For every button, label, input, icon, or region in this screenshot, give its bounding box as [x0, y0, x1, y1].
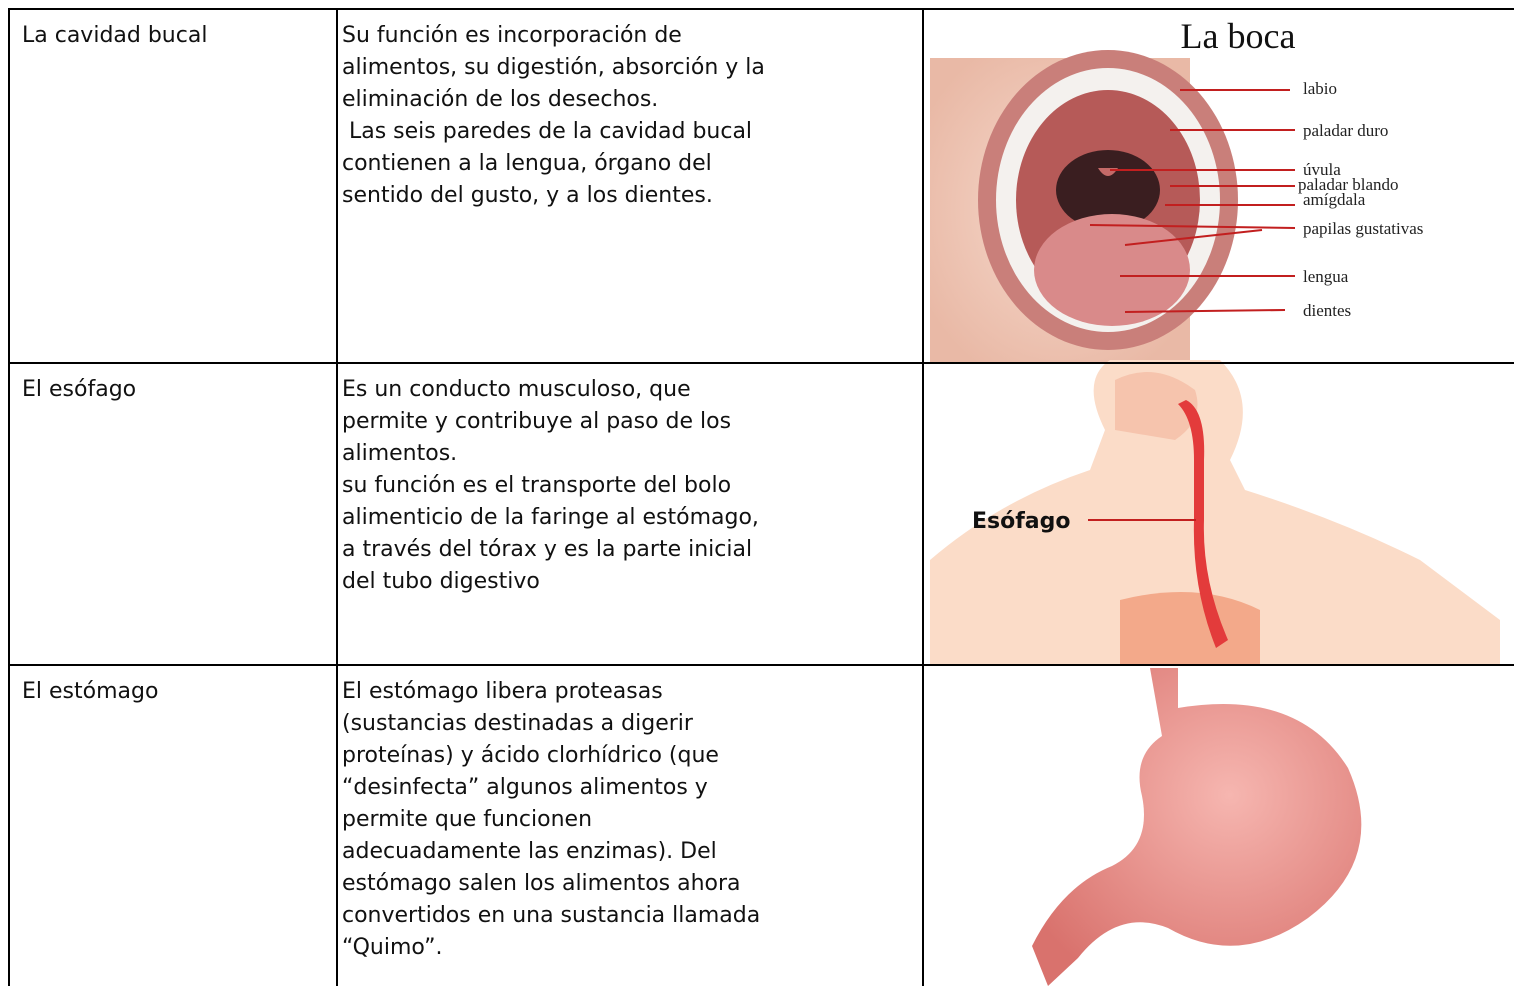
pointer-lines: [1089, 89, 1296, 313]
description-line: alimenticio de la faringe al estómago,: [342, 505, 759, 530]
description-line: (sustancias destinadas a digerir: [342, 711, 693, 736]
description-line: “Quimo”.: [342, 935, 443, 960]
description-line: su función es el transporte del bolo: [342, 473, 732, 498]
description-line: sentido del gusto, y a los dientes.: [342, 183, 713, 208]
description-line: a través del tórax y es la parte inicial: [342, 537, 753, 562]
description-line: alimentos, su digestión, absorción y la: [342, 55, 765, 80]
organ-name: El estómago: [22, 679, 159, 704]
description-line: permite que funcionen: [342, 807, 593, 832]
description-line: del tubo digestivo: [342, 569, 540, 594]
figure-label: labio: [1303, 79, 1337, 98]
organ-name: El esófago: [22, 377, 137, 402]
figure-label: paladar duro: [1303, 121, 1388, 140]
description-line: convertidos en una sustancia llamada: [342, 903, 761, 928]
figure-label: amígdala: [1303, 190, 1366, 209]
column-border: [8, 8, 10, 986]
description-line: Es un conducto musculoso, que: [342, 377, 691, 402]
column-border: [336, 8, 338, 986]
figure-label: lengua: [1303, 267, 1349, 286]
description-line: estómago salen los alimentos ahora: [342, 871, 741, 896]
figure-title: La boca: [1181, 16, 1296, 56]
column-border: [922, 8, 924, 986]
description-line: eliminación de los desechos.: [342, 87, 659, 112]
description-line: Las seis paredes de la cavidad bucal: [342, 119, 753, 144]
figure-label: dientes: [1303, 301, 1351, 320]
row-border: [8, 8, 1514, 10]
description-line: Su función es incorporación de: [342, 23, 682, 48]
description-line: permite y contribuye al paso de los: [342, 409, 732, 434]
figure-label: papilas gustativas: [1303, 219, 1423, 238]
row-border: [8, 362, 1514, 364]
figure-label: úvula: [1303, 160, 1341, 179]
stomach-illustration: [1032, 668, 1362, 986]
description-line: El estómago libera proteasas: [342, 679, 663, 704]
figure-label: Esófago: [972, 509, 1071, 534]
organ-name: La cavidad bucal: [22, 23, 208, 48]
description-line: proteínas) y ácido clorhídrico (que: [342, 743, 719, 768]
description-line: contienen a la lengua, órgano del: [342, 151, 712, 176]
description-line: “desinfecta” algunos alimentos y: [342, 775, 708, 800]
esophagus-illustration: [930, 360, 1500, 664]
figure-label: paladar blando: [1298, 175, 1399, 194]
description-line: alimentos.: [342, 441, 458, 466]
description-line: adecuadamente las enzimas). Del: [342, 839, 717, 864]
row-border: [8, 664, 1514, 666]
